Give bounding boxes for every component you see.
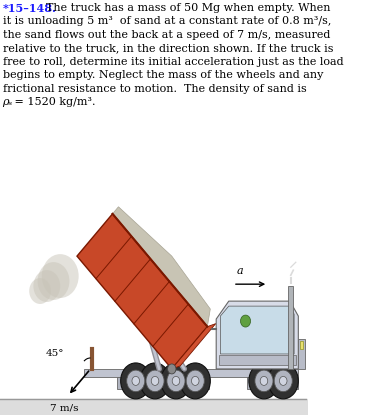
Text: free to roll, determine its initial acceleration just as the load: free to roll, determine its initial acce…	[3, 57, 343, 67]
Polygon shape	[220, 306, 294, 354]
Circle shape	[255, 370, 273, 392]
Text: frictional resistance to motion.  The density of sand is: frictional resistance to motion. The den…	[3, 84, 306, 94]
Text: The truck has a mass of 50 Mg when empty. When: The truck has a mass of 50 Mg when empty…	[38, 3, 330, 13]
Circle shape	[167, 370, 185, 392]
FancyBboxPatch shape	[298, 339, 305, 369]
Text: 45°: 45°	[46, 349, 64, 359]
Circle shape	[38, 262, 70, 300]
Circle shape	[146, 370, 164, 392]
FancyBboxPatch shape	[84, 369, 298, 377]
Circle shape	[140, 363, 170, 399]
Polygon shape	[112, 207, 210, 327]
Circle shape	[268, 363, 298, 399]
Circle shape	[172, 376, 180, 386]
Circle shape	[180, 363, 210, 399]
Text: = 1520 kg/m³.: = 1520 kg/m³.	[11, 97, 96, 107]
FancyBboxPatch shape	[300, 341, 303, 349]
Circle shape	[127, 370, 145, 392]
FancyBboxPatch shape	[219, 355, 296, 365]
Circle shape	[168, 364, 176, 374]
Circle shape	[42, 254, 79, 298]
Circle shape	[280, 376, 287, 386]
Text: ρₛ: ρₛ	[3, 97, 13, 107]
Circle shape	[186, 370, 204, 392]
Text: relative to the truck, in the direction shown. If the truck is: relative to the truck, in the direction …	[3, 44, 333, 54]
Circle shape	[260, 376, 268, 386]
Circle shape	[132, 376, 139, 386]
Polygon shape	[216, 301, 298, 369]
FancyBboxPatch shape	[288, 286, 293, 369]
Circle shape	[161, 363, 191, 399]
Text: a: a	[236, 266, 243, 276]
FancyBboxPatch shape	[247, 377, 298, 389]
Circle shape	[191, 376, 199, 386]
Text: *15–148.: *15–148.	[3, 3, 56, 14]
Circle shape	[33, 270, 60, 302]
Text: the sand flows out the back at a speed of 7 m/s, measured: the sand flows out the back at a speed o…	[3, 30, 330, 40]
Circle shape	[240, 315, 251, 327]
Circle shape	[151, 376, 159, 386]
Circle shape	[249, 363, 279, 399]
Text: it is unloading 5 m³  of sand at a constant rate of 0.8 m³/s,: it is unloading 5 m³ of sand at a consta…	[3, 17, 331, 27]
Polygon shape	[77, 214, 207, 369]
Circle shape	[274, 370, 292, 392]
Circle shape	[29, 278, 51, 304]
Circle shape	[121, 363, 151, 399]
Polygon shape	[172, 324, 216, 369]
Text: 7 m/s: 7 m/s	[49, 404, 78, 413]
Text: begins to empty. Neglect the mass of the wheels and any: begins to empty. Neglect the mass of the…	[3, 70, 323, 80]
FancyBboxPatch shape	[117, 377, 209, 389]
